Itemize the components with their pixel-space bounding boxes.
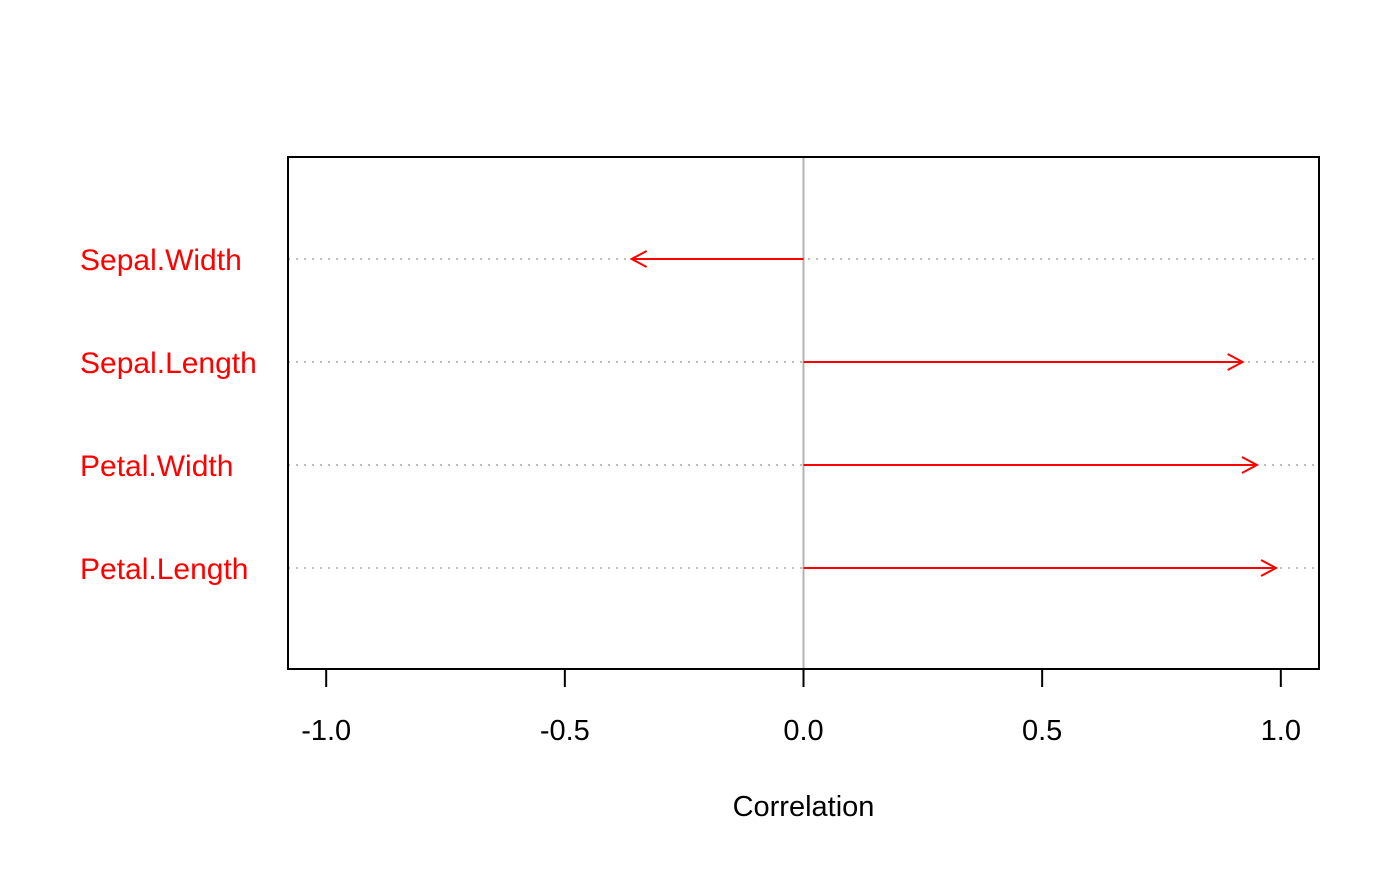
arrow-head xyxy=(1260,559,1279,577)
arrow-sepal-length xyxy=(803,353,1245,371)
x-axis: -1.0 -0.5 0.0 0.5 1.0 xyxy=(301,668,1301,747)
category-label-sepal-width: Sepal.Width xyxy=(80,244,242,277)
arrow-sepal-width xyxy=(629,250,804,268)
arrow-marks xyxy=(629,250,1279,577)
x-tick-label-1: -0.5 xyxy=(540,715,590,747)
arrow-head xyxy=(1241,456,1260,474)
arrow-petal-width xyxy=(803,456,1260,474)
x-axis-title: Correlation xyxy=(733,791,875,823)
arrow-petal-length xyxy=(803,559,1279,577)
arrow-head xyxy=(629,250,648,268)
category-label-petal-width: Petal.Width xyxy=(80,450,233,483)
arrow-head xyxy=(1227,353,1245,371)
category-labels: Sepal.Width Sepal.Length Petal.Width Petal.… xyxy=(80,244,257,586)
x-tick-label-4: 1.0 xyxy=(1261,715,1301,747)
x-tick-label-2: 0.0 xyxy=(783,715,823,747)
category-label-sepal-length: Sepal.Length xyxy=(80,347,257,380)
category-label-petal-length: Petal.Length xyxy=(80,553,248,586)
x-tick-label-3: 0.5 xyxy=(1022,715,1062,747)
x-tick-label-0: -1.0 xyxy=(301,715,351,747)
